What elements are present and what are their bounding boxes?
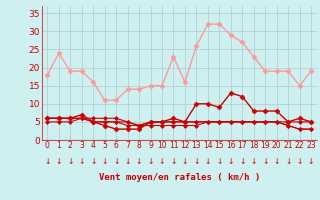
Text: ↓: ↓	[205, 157, 211, 166]
Text: ↓: ↓	[147, 157, 154, 166]
Text: ↓: ↓	[296, 157, 303, 166]
Text: ↓: ↓	[182, 157, 188, 166]
Text: ↓: ↓	[274, 157, 280, 166]
Text: ↓: ↓	[56, 157, 62, 166]
Text: ↓: ↓	[216, 157, 222, 166]
Text: ↓: ↓	[251, 157, 257, 166]
Text: ↓: ↓	[90, 157, 96, 166]
Text: ↓: ↓	[262, 157, 268, 166]
Text: ↓: ↓	[113, 157, 119, 166]
Text: ↓: ↓	[228, 157, 234, 166]
Text: ↓: ↓	[136, 157, 142, 166]
Text: ↓: ↓	[308, 157, 314, 166]
Text: ↓: ↓	[239, 157, 245, 166]
Text: ↓: ↓	[170, 157, 177, 166]
Text: ↓: ↓	[101, 157, 108, 166]
Text: ↓: ↓	[159, 157, 165, 166]
Text: ↓: ↓	[193, 157, 200, 166]
Text: ↓: ↓	[124, 157, 131, 166]
Text: Vent moyen/en rafales ( km/h ): Vent moyen/en rafales ( km/h )	[99, 173, 260, 182]
Text: ↓: ↓	[78, 157, 85, 166]
Text: ↓: ↓	[67, 157, 74, 166]
Text: ↓: ↓	[44, 157, 51, 166]
Text: ↓: ↓	[285, 157, 291, 166]
